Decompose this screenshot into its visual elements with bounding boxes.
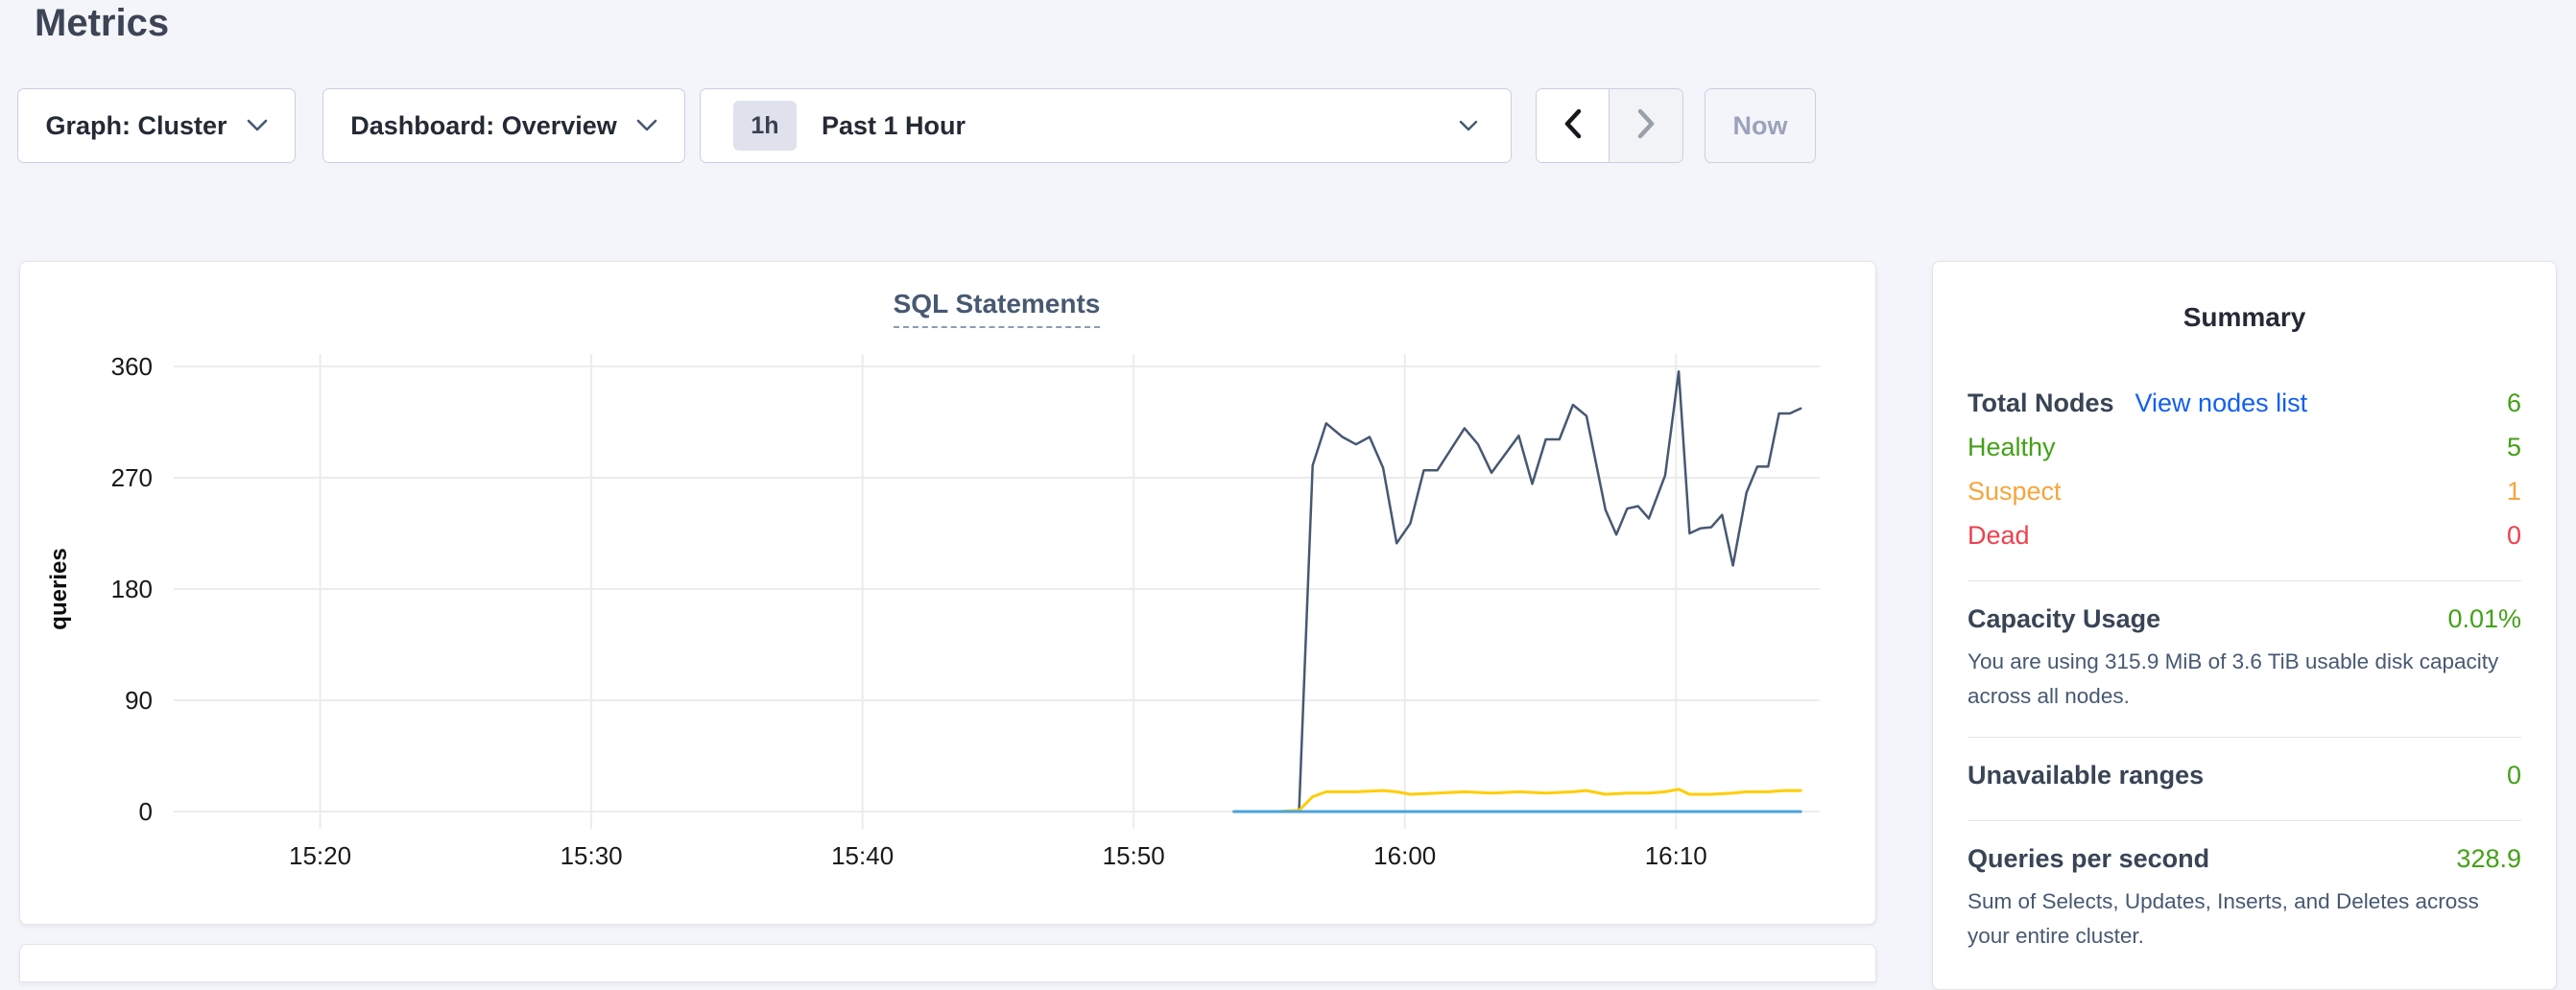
chevron-right-icon	[1635, 107, 1657, 145]
suspect-nodes-row: Suspect 1	[1968, 469, 2521, 513]
unavailable-ranges-label: Unavailable ranges	[1968, 760, 2205, 790]
capacity-usage-value: 0.01%	[2447, 603, 2521, 633]
sql-statements-chart-panel: SQL Statements 0 90 180 270 360 15:20 15:30 15:…	[19, 261, 1876, 925]
x-tick-label: 15:30	[561, 841, 623, 870]
healthy-value: 5	[2506, 432, 2521, 461]
toolbar: Graph: Cluster Dashboard: Overview 1h Pa…	[0, 88, 2576, 163]
chevron-down-icon	[636, 119, 657, 132]
chart-title-row: SQL Statements	[174, 289, 1820, 328]
time-range-selector[interactable]: 1h Past 1 Hour	[700, 88, 1512, 163]
divider	[1968, 580, 2521, 581]
total-nodes-value: 6	[2506, 388, 2521, 417]
queries-per-second-description: Sum of Selects, Updates, Inserts, and De…	[1968, 889, 2479, 948]
y-tick-label: 360	[111, 352, 153, 381]
unavailable-ranges-value: 0	[2506, 760, 2521, 790]
y-tick-label: 0	[139, 797, 153, 826]
chevron-down-icon	[247, 119, 268, 132]
view-nodes-list-link[interactable]: View nodes list	[2135, 388, 2308, 417]
total-nodes-row: Total Nodes View nodes list 6	[1968, 381, 2521, 425]
healthy-nodes-row: Healthy 5	[1968, 425, 2521, 469]
summary-panel: Summary Total Nodes View nodes list 6 He…	[1932, 261, 2557, 990]
summary-title: Summary	[2182, 302, 2306, 332]
queries-per-second-row: Queries per second 328.9	[1968, 837, 2521, 881]
chart-title-link[interactable]: SQL Statements	[893, 289, 1101, 328]
dead-label: Dead	[1968, 520, 2030, 550]
time-step-buttons	[1536, 88, 1683, 163]
graph-dropdown[interactable]: Graph: Cluster	[17, 88, 296, 163]
capacity-usage-label: Capacity Usage	[1968, 603, 2161, 633]
graph-dropdown-label: Graph: Cluster	[45, 110, 227, 140]
dead-nodes-row: Dead 0	[1968, 513, 2521, 557]
suspect-value: 1	[2506, 476, 2521, 506]
series-yellow-line	[1232, 788, 1802, 813]
next-chart-panel	[19, 944, 1876, 982]
now-button[interactable]: Now	[1705, 88, 1816, 163]
x-tick-label: 15:20	[289, 841, 351, 870]
divider	[1968, 737, 2521, 738]
time-range-label: Past 1 Hour	[822, 110, 966, 140]
x-tick-label: 15:40	[831, 841, 894, 870]
chevron-down-icon	[1459, 120, 1478, 132]
queries-per-second-label: Queries per second	[1968, 843, 2210, 873]
capacity-usage-description: You are using 315.9 MiB of 3.6 TiB usabl…	[1968, 649, 2499, 708]
total-nodes-label: Total Nodes	[1968, 388, 2114, 417]
now-button-label: Now	[1732, 110, 1788, 140]
capacity-usage-row: Capacity Usage 0.01%	[1968, 597, 2521, 641]
chevron-left-icon	[1562, 107, 1584, 145]
step-forward-button[interactable]	[1610, 89, 1682, 162]
y-tick-label: 180	[111, 575, 153, 603]
x-tick-label: 16:10	[1645, 841, 1707, 870]
dashboard-dropdown-label: Dashboard: Overview	[350, 110, 617, 140]
divider	[1968, 820, 2521, 821]
page-title: Metrics	[35, 2, 170, 44]
step-back-button[interactable]	[1537, 89, 1610, 162]
dead-value: 0	[2506, 520, 2521, 550]
x-tick-label: 15:50	[1103, 841, 1165, 870]
unavailable-ranges-row: Unavailable ranges 0	[1968, 753, 2521, 797]
x-tick-label: 16:00	[1373, 841, 1436, 870]
queries-per-second-value: 328.9	[2456, 843, 2521, 873]
series-dark-slate-line	[1232, 369, 1802, 813]
y-tick-label: 270	[111, 463, 153, 492]
y-tick-label: 90	[125, 686, 153, 715]
dashboard-dropdown[interactable]: Dashboard: Overview	[322, 88, 685, 163]
time-range-badge: 1h	[733, 101, 797, 151]
healthy-label: Healthy	[1968, 432, 2056, 461]
y-axis-label: queries	[46, 548, 72, 629]
chart-plot[interactable]: 0 90 180 270 360 15:20 15:30 15:40 15:50 16:00 16:…	[20, 262, 1877, 926]
suspect-label: Suspect	[1968, 476, 2062, 506]
